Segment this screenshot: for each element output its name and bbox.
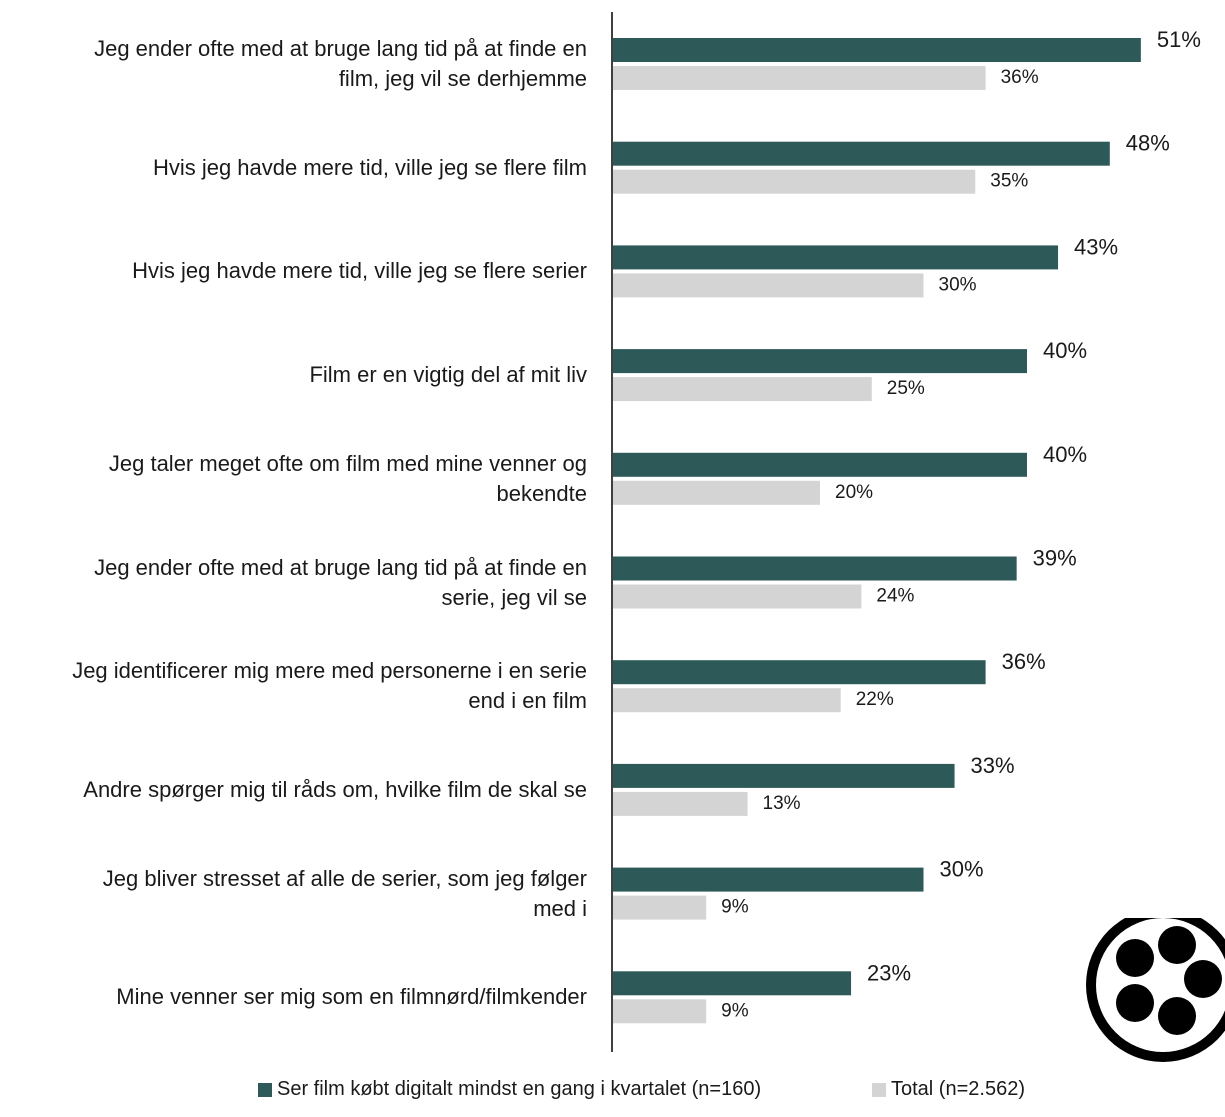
legend-swatch-series-1 [258,1082,272,1097]
bar-series-1-row-6 [613,556,1017,581]
category-label-line: Hvis jeg havde mere tid, ville jeg se fl… [152,154,587,180]
category-label-line: med i [533,895,587,921]
category-label-line: film, jeg vil se derhjemme [338,66,587,91]
bar-series-1-row-5 [613,452,1027,477]
bar-series-2-row-7 [613,688,841,713]
bar-series-1-row-1 [613,38,1141,62]
category-label-10: Mine venner ser mig som en filmnørd/film… [0,982,587,1012]
data-label-series-2-row-5: 20% [835,482,873,503]
category-label-5: Jeg taler meget ofte om film med mine ve… [0,449,587,509]
data-label-series-1-row-2: 48% [1126,131,1170,156]
category-label-line: end i en film [468,688,587,714]
bar-series-1-row-8 [613,763,955,788]
category-label-line: Hvis jeg havde mere tid, ville jeg se fl… [132,258,587,284]
category-label-2: Hvis jeg havde mere tid, ville jeg se fl… [0,153,587,183]
data-label-series-2-row-6: 24% [876,586,914,607]
category-label-line: bekendte [496,480,587,506]
category-label-7: Jeg identificerer mig mere med personern… [0,656,587,716]
bar-series-1-row-3 [613,245,1059,270]
data-label-series-1-row-1: 51% [1157,27,1201,52]
legend-swatch-series-2 [872,1082,886,1097]
bar-series-2-row-5 [613,480,820,505]
data-label-series-2-row-1: 36% [1001,67,1039,88]
data-label-series-1-row-6: 39% [1033,546,1077,571]
film-reel-icon [1086,918,1225,1062]
data-label-series-1-row-4: 40% [1043,338,1087,363]
data-label-series-1-row-10: 23% [867,960,911,985]
bar-series-2-row-9 [613,895,707,920]
bar-series-1-row-10 [613,971,852,996]
data-label-series-2-row-3: 30% [939,274,977,295]
category-label-line: Jeg bliver stresset af alle de serier, s… [102,865,587,891]
legend-item-series-2: Total (n=2.562) [872,1078,1025,1101]
data-label-series-1-row-9: 30% [940,857,984,882]
bar-series-2-row-1 [613,66,986,90]
bar-series-2-row-4 [613,377,872,402]
data-label-series-1-row-8: 33% [971,753,1015,778]
data-label-series-2-row-8: 13% [763,793,801,814]
category-label-3: Hvis jeg havde mere tid, ville jeg se fl… [0,256,587,286]
data-label-series-1-row-5: 40% [1043,442,1087,467]
category-label-1: Jeg ender ofte med at bruge lang tid på … [0,34,587,94]
data-label-series-2-row-7: 22% [856,689,894,710]
category-label-line: Jeg ender ofte med at bruge lang tid på … [94,554,587,580]
bar-series-1-row-9 [613,867,924,892]
data-label-series-2-row-9: 9% [721,897,749,918]
category-label-line: Mine venner ser mig som en filmnørd/film… [116,984,587,1010]
bar-series-1-row-2 [613,141,1110,166]
bar-series-2-row-10 [613,999,707,1024]
category-label-line: serie, jeg vil se [441,584,587,610]
category-label-9: Jeg bliver stresset af alle de serier, s… [0,864,587,924]
legend: Ser film købt digitalt mindst en gang i … [0,1078,1225,1106]
legend-item-series-1: Ser film købt digitalt mindst en gang i … [258,1078,761,1101]
bar-series-2-row-6 [613,584,862,609]
bar-series-2-row-8 [613,791,748,816]
data-label-series-2-row-4: 25% [887,378,925,399]
category-label-6: Jeg ender ofte med at bruge lang tid på … [0,553,587,613]
bar-series-1-row-4 [613,349,1027,374]
legend-label-series-2: Total (n=2.562) [891,1078,1025,1100]
data-label-series-2-row-10: 9% [721,1000,749,1021]
category-label-line: Andre spørger mig til råds om, hvilke fi… [83,776,587,802]
category-label-line: Jeg ender ofte med at bruge lang tid på … [94,36,587,61]
category-label-line: Film er en vigtig del af mit liv [309,362,587,388]
data-label-series-2-row-2: 35% [990,171,1028,192]
category-label-4: Film er en vigtig del af mit liv [0,360,587,390]
bar-series-1-row-7 [613,660,986,685]
bar-series-2-row-2 [613,169,976,194]
category-label-line: Jeg taler meget ofte om film med mine ve… [108,450,587,476]
data-label-series-1-row-3: 43% [1074,234,1118,259]
data-label-series-1-row-7: 36% [1002,649,1046,674]
legend-label-series-1: Ser film købt digitalt mindst en gang i … [277,1078,762,1100]
bar-series-2-row-3 [613,273,924,298]
category-label-8: Andre spørger mig til råds om, hvilke fi… [0,775,587,805]
category-label-line: Jeg identificerer mig mere med personern… [72,658,587,684]
